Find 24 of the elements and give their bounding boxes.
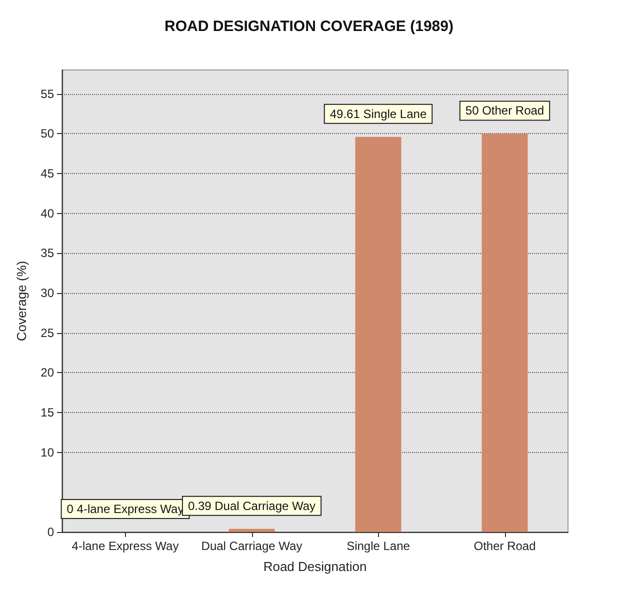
y-tick-label: 0 (47, 525, 54, 539)
data-label: 0.39 Dual Carriage Way (188, 498, 316, 513)
y-tick-label: 20 (40, 366, 54, 380)
y-tick-label: 45 (40, 166, 54, 181)
y-tick-label: 35 (40, 246, 54, 260)
data-label: 50 Other Road (465, 104, 544, 118)
y-tick-label: 30 (40, 286, 54, 300)
y-tick-label: 55 (40, 86, 54, 101)
chart-title: ROAD DESIGNATION COVERAGE (1989) (164, 18, 454, 35)
bar (355, 136, 402, 532)
data-label: 49.61 Single Lane (330, 106, 427, 121)
x-tick-label: 4-lane Express Way (72, 539, 179, 553)
y-tick-label: 25 (40, 326, 54, 340)
x-tick-label: Single Lane (346, 539, 410, 553)
bar (482, 134, 528, 532)
y-tick-label: 15 (40, 406, 54, 420)
x-axis-title: Road Designation (263, 559, 367, 574)
y-tick-label: 50 (40, 126, 54, 141)
x-tick-label: Other Road (474, 539, 536, 553)
y-tick-label: 10 (40, 445, 54, 460)
x-tick-label: Dual Carriage Way (201, 539, 302, 553)
y-tick-label: 40 (40, 206, 54, 220)
bar (228, 528, 275, 532)
y-axis-title: Coverage (%) (14, 260, 29, 342)
